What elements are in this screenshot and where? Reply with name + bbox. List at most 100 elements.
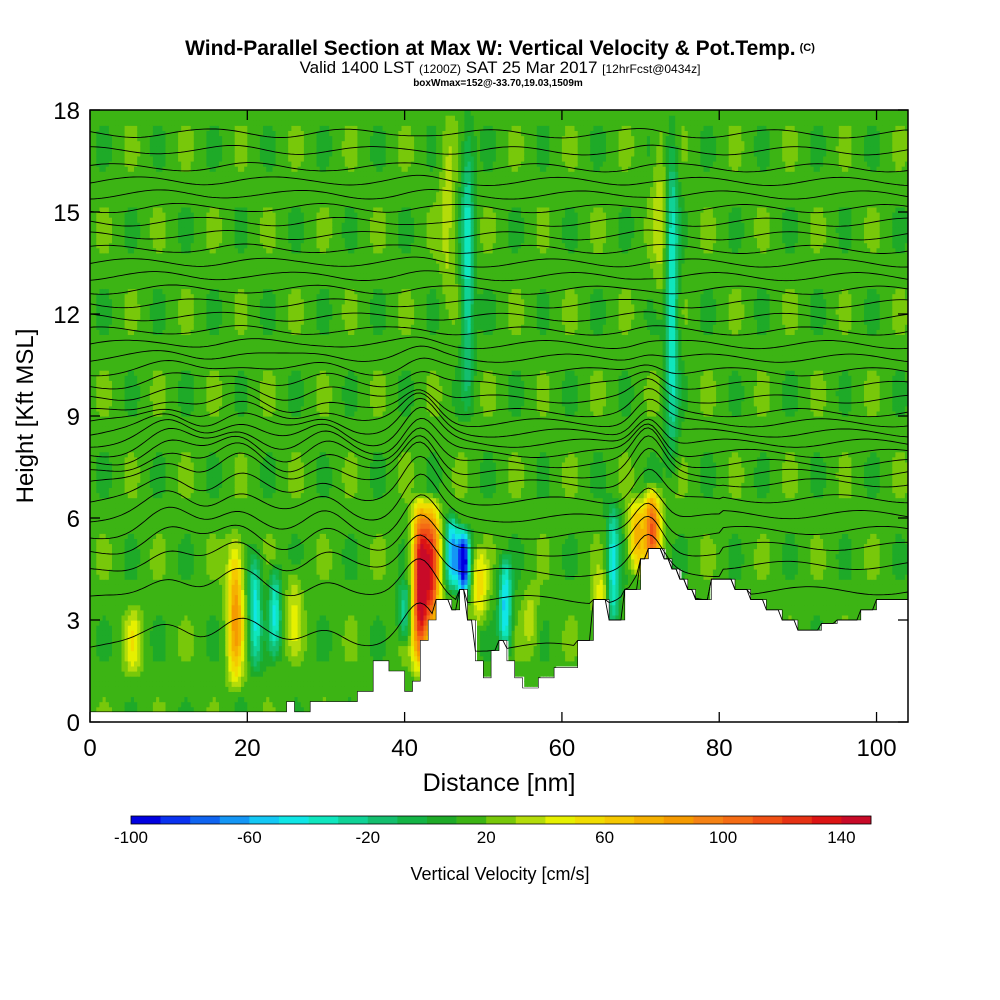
heatmap-cell	[108, 206, 113, 213]
heatmap-cell	[146, 599, 151, 606]
heatmap-cell	[174, 201, 179, 208]
heatmap-cell	[168, 461, 173, 468]
heatmap-cell	[159, 625, 163, 631]
heatmap-cell	[200, 640, 204, 647]
heatmap-cell	[143, 268, 148, 274]
heatmap-cell	[168, 518, 173, 524]
heatmap-cell	[112, 227, 116, 233]
heatmap-cell	[193, 467, 198, 473]
heatmap-cell	[181, 523, 185, 529]
heatmap-cell	[121, 706, 126, 713]
heatmap-cell	[134, 625, 138, 631]
heatmap-cell	[140, 232, 144, 239]
heatmap-cell	[159, 436, 163, 443]
heatmap-cell	[127, 441, 132, 448]
heatmap-cell	[193, 451, 198, 458]
heatmap-cell	[115, 589, 119, 596]
heatmap-cell	[200, 212, 204, 218]
heatmap-cell	[121, 303, 126, 310]
heatmap-cell	[140, 298, 144, 305]
heatmap-cell	[156, 334, 160, 341]
heatmap-cell	[90, 349, 94, 356]
heatmap-cell	[127, 334, 132, 341]
heatmap-cell	[190, 523, 195, 529]
heatmap-cell	[137, 273, 141, 279]
heatmap-cell	[127, 135, 132, 142]
heatmap-cell	[93, 380, 97, 386]
heatmap-cell	[197, 278, 201, 284]
heatmap-cell	[112, 472, 116, 478]
heatmap-cell	[90, 431, 94, 437]
heatmap-cell	[140, 283, 144, 290]
heatmap-cell	[184, 467, 189, 473]
heatmap-cell	[90, 150, 94, 157]
heatmap-cell	[121, 528, 126, 534]
heatmap-cell	[121, 563, 126, 570]
heatmap-cell	[124, 451, 129, 458]
heatmap-cell	[203, 120, 207, 126]
heatmap-cell	[212, 247, 217, 254]
heatmap-cell	[171, 166, 176, 172]
heatmap-cell	[171, 196, 176, 203]
heatmap-cell	[219, 135, 223, 142]
heatmap-cell	[184, 293, 189, 300]
heatmap-cell	[105, 354, 110, 361]
heatmap-cell	[137, 125, 141, 131]
heatmap-cell	[190, 110, 195, 116]
heatmap-cell	[149, 543, 154, 550]
heatmap-cell	[206, 492, 211, 499]
heatmap-cell	[206, 140, 211, 147]
heatmap-cell	[121, 181, 126, 188]
heatmap-cell	[171, 579, 176, 585]
heatmap-cell	[152, 390, 157, 397]
heatmap-cell	[143, 482, 148, 488]
heatmap-cell	[146, 614, 151, 621]
heatmap-cell	[165, 523, 170, 529]
heatmap-cell	[140, 528, 144, 534]
heatmap-cell	[203, 303, 207, 310]
heatmap-cell	[203, 349, 207, 356]
heatmap-cell	[130, 196, 135, 203]
heatmap-cell	[168, 410, 173, 417]
heatmap-cell	[165, 288, 170, 295]
heatmap-cell	[130, 359, 135, 366]
heatmap-cell	[118, 166, 122, 172]
heatmap-cell	[115, 324, 119, 330]
heatmap-cell	[222, 614, 226, 621]
heatmap-cell	[124, 563, 129, 570]
heatmap-cell	[143, 227, 148, 233]
heatmap-cell	[184, 390, 189, 397]
heatmap-cell	[165, 278, 170, 284]
heatmap-cell	[203, 630, 207, 636]
heatmap-cell	[112, 252, 116, 259]
heatmap-cell	[190, 349, 195, 356]
heatmap-cell	[90, 518, 94, 524]
heatmap-cell	[143, 589, 148, 596]
heatmap-cell	[219, 482, 223, 488]
heatmap-cell	[130, 227, 135, 233]
heatmap-cell	[178, 263, 182, 269]
heatmap-cell	[90, 334, 94, 341]
heatmap-cell	[152, 212, 157, 218]
heatmap-cell	[146, 426, 151, 432]
heatmap-cell	[190, 232, 195, 239]
heatmap-cell	[187, 421, 192, 427]
heatmap-cell	[99, 359, 104, 366]
heatmap-cell	[209, 171, 214, 177]
heatmap-cell	[184, 161, 189, 167]
heatmap-cell	[174, 278, 179, 284]
heatmap-cell	[178, 477, 182, 483]
heatmap-cell	[90, 176, 94, 182]
heatmap-cell	[118, 400, 122, 407]
heatmap-cell	[159, 609, 163, 616]
heatmap-cell	[168, 609, 173, 616]
heatmap-cell	[209, 604, 214, 611]
heatmap-cell	[130, 268, 135, 274]
heatmap-cell	[96, 456, 100, 463]
heatmap-cell	[146, 140, 151, 147]
heatmap-cell	[159, 125, 163, 131]
heatmap-cell	[215, 329, 220, 335]
heatmap-cell	[96, 283, 100, 290]
heatmap-cell	[197, 293, 201, 300]
heatmap-cell	[212, 125, 217, 131]
